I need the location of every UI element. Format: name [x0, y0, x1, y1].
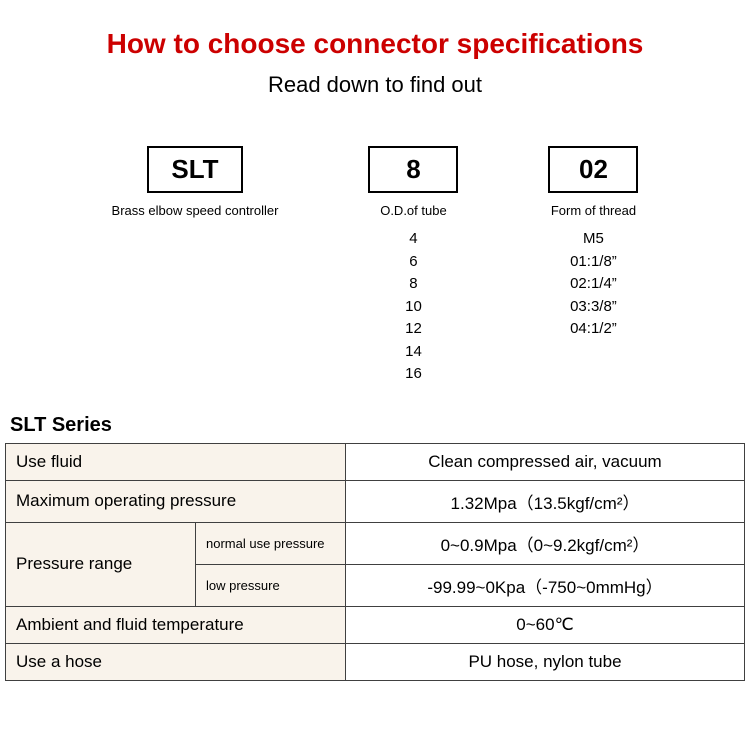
series-heading: SLT Series	[10, 414, 750, 437]
label-use-fluid: Use fluid	[6, 443, 346, 480]
option-item: 4	[405, 228, 422, 251]
option-item: 04:1/2”	[570, 318, 617, 341]
option-item: 6	[405, 251, 422, 274]
label-max-pressure: Maximum operating pressure	[6, 480, 346, 522]
option-item: 10	[405, 296, 422, 319]
option-item: 12	[405, 318, 422, 341]
code-label-slt: Brass elbow speed controller	[112, 203, 279, 218]
value-ambient-temp: 0~60℃	[346, 606, 745, 643]
value-max-pressure: 1.32Mpa（13.5kgf/cm²）	[346, 480, 745, 522]
code-box-thread: 02	[548, 146, 638, 193]
value-use-hose: PU hose, nylon tube	[346, 643, 745, 680]
code-columns: SLT Brass elbow speed controller 8 O.D.o…	[0, 146, 750, 386]
label-pressure-range: Pressure range	[6, 522, 196, 606]
option-item: 01:1/8”	[570, 251, 617, 274]
option-item: 02:1/4”	[570, 273, 617, 296]
code-box-od: 8	[368, 146, 458, 193]
label-use-hose: Use a hose	[6, 643, 346, 680]
table-row: Use a hose PU hose, nylon tube	[6, 643, 745, 680]
page-subtitle: Read down to find out	[0, 72, 750, 98]
code-options-thread: M501:1/8”02:1/4”03:3/8”04:1/2”	[570, 228, 617, 341]
value-normal-pressure: 0~0.9Mpa（0~9.2kgf/cm²）	[346, 522, 745, 564]
value-use-fluid: Clean compressed air, vacuum	[346, 443, 745, 480]
option-item: 03:3/8”	[570, 296, 617, 319]
spec-table: Use fluid Clean compressed air, vacuum M…	[5, 443, 745, 681]
table-row: Maximum operating pressure 1.32Mpa（13.5k…	[6, 480, 745, 522]
option-item: 16	[405, 363, 422, 386]
code-label-od: O.D.of tube	[380, 203, 446, 218]
label-ambient-temp: Ambient and fluid temperature	[6, 606, 346, 643]
code-col-thread: 02 Form of thread M501:1/8”02:1/4”03:3/8…	[548, 146, 638, 386]
page-title: How to choose connector specifications	[0, 0, 750, 60]
table-row: Pressure range normal use pressure 0~0.9…	[6, 522, 745, 564]
code-box-slt: SLT	[147, 146, 242, 193]
code-label-thread: Form of thread	[551, 203, 636, 218]
value-low-pressure: -99.99~0Kpa（-750~0mmHg）	[346, 564, 745, 606]
sublabel-low-pressure: low pressure	[196, 564, 346, 606]
option-item: 14	[405, 341, 422, 364]
table-row: Use fluid Clean compressed air, vacuum	[6, 443, 745, 480]
option-item: M5	[570, 228, 617, 251]
code-options-od: 46810121416	[405, 228, 422, 386]
code-col-od: 8 O.D.of tube 46810121416	[368, 146, 458, 386]
option-item: 8	[405, 273, 422, 296]
code-col-slt: SLT Brass elbow speed controller	[112, 146, 279, 386]
sublabel-normal-pressure: normal use pressure	[196, 522, 346, 564]
table-row: Ambient and fluid temperature 0~60℃	[6, 606, 745, 643]
